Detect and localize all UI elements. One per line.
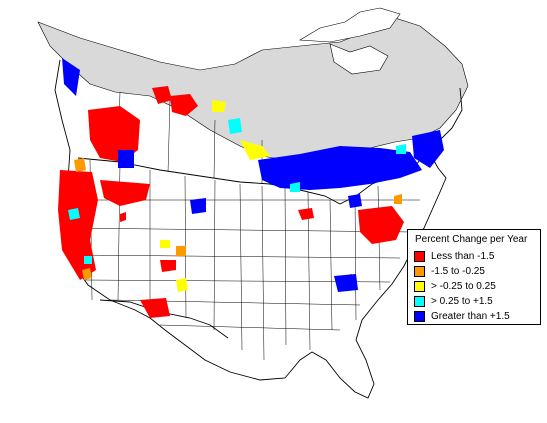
change-minus-1.5-to-minus-0.25 (74, 158, 402, 280)
legend-item: > 0.25 to +1.5 (414, 295, 493, 308)
legend-item: > -0.25 to 0.25 (414, 280, 496, 293)
arctic-island (299, 7, 401, 43)
change-less-than-minus-1.5 (58, 86, 404, 318)
arctic-island (329, 43, 389, 75)
legend-title: Percent Change per Year (415, 234, 528, 245)
legend-swatch (414, 251, 425, 262)
legend-item: Greater than +1.5 (414, 310, 510, 323)
legend-swatch (414, 296, 425, 307)
legend: Percent Change per Year Less than -1.5 -… (407, 229, 541, 325)
legend-label: > 0.25 to +1.5 (431, 296, 493, 307)
change-greater-than-plus-1.5 (62, 58, 444, 292)
legend-item: -1.5 to -0.25 (414, 265, 485, 278)
change-minus-0.25-to-0.25 (160, 100, 270, 292)
legend-label: -1.5 to -0.25 (431, 266, 485, 277)
country-border (99, 299, 229, 339)
legend-swatch (414, 311, 425, 322)
legend-label: > -0.25 to 0.25 (431, 281, 496, 292)
change-0.25-to-1.5 (68, 118, 406, 264)
legend-swatch (414, 281, 425, 292)
legend-label: Greater than +1.5 (431, 311, 510, 322)
legend-swatch (414, 266, 425, 277)
legend-label: Less than -1.5 (431, 251, 495, 262)
legend-item: Less than -1.5 (414, 250, 494, 263)
